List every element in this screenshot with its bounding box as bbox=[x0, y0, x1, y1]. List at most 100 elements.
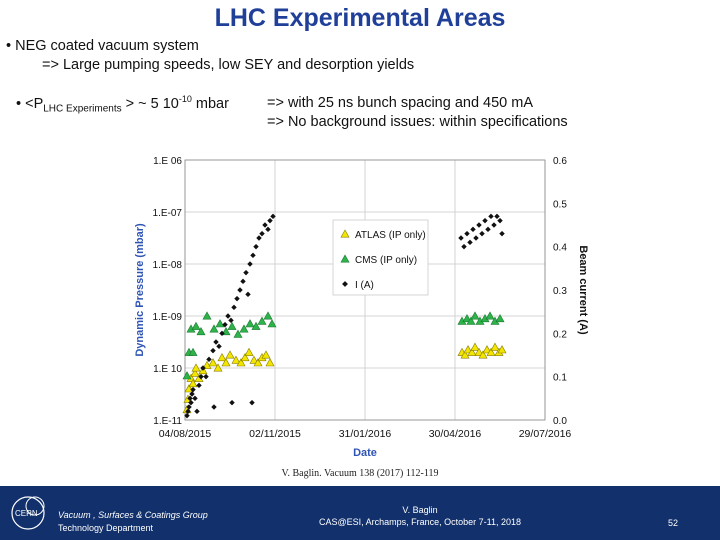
data-point-cms bbox=[209, 324, 219, 333]
data-point-atlas bbox=[261, 350, 271, 359]
data-point-current bbox=[265, 226, 271, 233]
y2-tick-label: 0.5 bbox=[553, 199, 567, 210]
footer-group-line1: Vacuum , Surfaces & Coatings Group bbox=[58, 510, 208, 520]
data-point-current bbox=[499, 230, 505, 237]
data-point-current bbox=[194, 408, 200, 415]
data-point-cms bbox=[188, 347, 198, 356]
data-point-cms bbox=[191, 321, 201, 330]
data-point-atlas bbox=[208, 358, 218, 367]
data-point-cms bbox=[267, 319, 277, 328]
data-point-current bbox=[250, 252, 256, 259]
x-tick-label: 31/01/2016 bbox=[339, 428, 392, 440]
data-point-current bbox=[467, 239, 473, 246]
slide-title: LHC Experimental Areas bbox=[214, 4, 506, 32]
x-tick-label: 30/04/2016 bbox=[429, 428, 482, 440]
data-point-current bbox=[262, 222, 268, 228]
data-point-current bbox=[458, 235, 464, 241]
data-point-current bbox=[185, 408, 191, 415]
data-point-current bbox=[494, 213, 500, 220]
data-point-atlas bbox=[240, 352, 250, 362]
legend-marker bbox=[340, 229, 350, 238]
pressure-chart: 1.E 06 1.E-07 1.E-08 1.E-09 1.E 10 1.E-11 0.6 0… bbox=[134, 156, 589, 459]
notes: => with 25 ns bunch spacing and 450 mA =… bbox=[267, 94, 568, 132]
data-point-current bbox=[497, 217, 503, 224]
data-point-current bbox=[237, 287, 243, 293]
note-background: => No background issues: within specific… bbox=[267, 114, 568, 130]
data-point-atlas bbox=[191, 363, 201, 372]
data-point-atlas bbox=[467, 347, 477, 356]
data-point-atlas bbox=[478, 350, 488, 359]
data-point-cms bbox=[263, 311, 273, 320]
data-point-current bbox=[190, 386, 196, 393]
data-point-current bbox=[245, 291, 251, 298]
data-point-current bbox=[461, 243, 467, 250]
data-point-cms bbox=[215, 319, 225, 328]
data-point-cms bbox=[485, 311, 495, 320]
data-point-cms bbox=[495, 313, 505, 323]
data-point-current bbox=[225, 313, 231, 319]
data-point-atlas bbox=[249, 355, 259, 364]
data-point-atlas bbox=[265, 358, 275, 367]
y2-tick-label: 0.2 bbox=[553, 329, 567, 340]
bullet-pressure-post: mbar bbox=[191, 95, 229, 112]
data-point-current bbox=[482, 217, 488, 224]
data-point-current bbox=[188, 399, 194, 406]
y-axis-label: Dynamic Pressure (mbar) bbox=[134, 223, 146, 357]
data-point-current bbox=[485, 226, 491, 233]
cern-logo-icon: CERN bbox=[11, 496, 45, 530]
data-point-current bbox=[234, 295, 240, 302]
data-point-cms bbox=[227, 321, 237, 330]
data-point-current bbox=[187, 395, 193, 402]
data-point-current bbox=[198, 373, 204, 380]
data-point-current bbox=[192, 395, 198, 402]
data-point-current bbox=[249, 399, 255, 406]
data-point-current bbox=[231, 304, 237, 311]
x-axis-label: Date bbox=[353, 447, 377, 459]
data-point-current bbox=[479, 230, 485, 237]
bullet-pressure-sub: LHC Experiments bbox=[43, 103, 122, 115]
data-point-current bbox=[200, 365, 206, 371]
data-point-current bbox=[229, 399, 235, 406]
data-point-atlas bbox=[231, 355, 241, 364]
y2-tick-label: 0.0 bbox=[553, 416, 567, 427]
data-point-atlas bbox=[463, 345, 473, 354]
data-point-current bbox=[206, 356, 212, 363]
footer-event: V. Baglin CAS@ESI, Archamps, France, Oct… bbox=[300, 504, 540, 528]
data-point-current bbox=[473, 235, 479, 241]
data-point-atlas bbox=[221, 358, 231, 367]
data-point-cms bbox=[202, 311, 212, 320]
data-point-cms bbox=[233, 329, 243, 338]
data-point-atlas bbox=[253, 358, 263, 367]
x-tick-label: 29/07/2016 bbox=[519, 428, 572, 440]
legend-marker bbox=[340, 254, 350, 263]
y-tick-label: 1.E 10 bbox=[153, 364, 182, 375]
data-point-current bbox=[184, 412, 190, 419]
plot-frame bbox=[184, 159, 546, 421]
data-point-atlas bbox=[460, 350, 470, 359]
legend-box bbox=[332, 219, 429, 296]
data-point-current bbox=[267, 217, 273, 224]
footer-author: V. Baglin bbox=[402, 505, 438, 515]
data-point-atlas bbox=[190, 368, 200, 377]
data-point-atlas bbox=[188, 378, 198, 388]
bullet-neg-coated: • NEG coated vacuum system bbox=[6, 38, 199, 54]
data-point-current bbox=[228, 317, 234, 324]
page-number: 52 bbox=[668, 518, 679, 528]
data-point-current bbox=[243, 269, 249, 276]
data-point-current bbox=[210, 347, 216, 354]
data-point-current bbox=[189, 391, 195, 397]
data-point-current bbox=[253, 243, 259, 250]
footer-group-line2: Technology Department bbox=[58, 523, 154, 533]
y2-axis-label: Beam current (A) bbox=[577, 245, 589, 335]
footer-event-line: CAS@ESI, Archamps, France, October 7-11,… bbox=[318, 517, 522, 527]
legend-label: ATLAS (IP only) bbox=[355, 230, 426, 241]
data-point-cms bbox=[257, 316, 267, 325]
data-point-cms bbox=[251, 321, 261, 330]
data-point-atlas bbox=[202, 360, 212, 369]
data-point-current bbox=[203, 373, 209, 380]
data-point-current bbox=[476, 222, 482, 228]
note-bunch-spacing: => with 25 ns bunch spacing and 450 mA bbox=[267, 95, 534, 111]
data-point-atlas bbox=[213, 363, 223, 372]
data-point-atlas bbox=[244, 347, 254, 356]
footer: CERN Vacuum , Surfaces & Coatings Group … bbox=[0, 486, 720, 540]
